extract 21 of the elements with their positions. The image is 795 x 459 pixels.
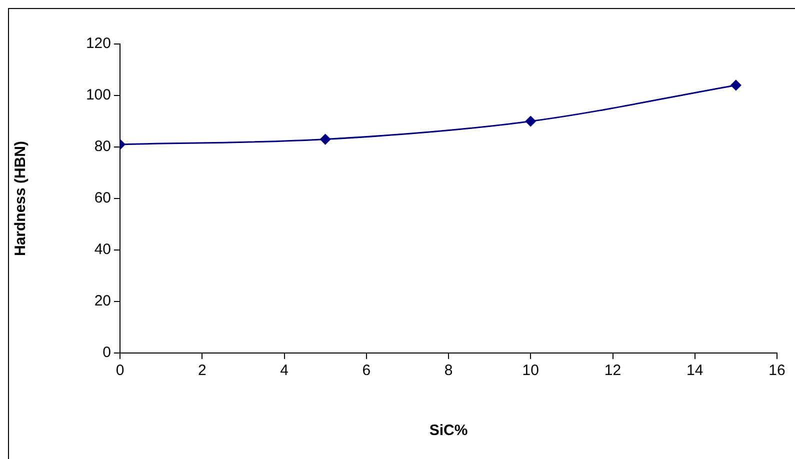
x-tick-label: 14 [686,362,704,380]
x-tick-label: 10 [522,362,539,380]
x-tick-label: 0 [116,362,124,380]
y-tick-label: 60 [94,190,111,207]
x-tick-label: 4 [280,362,288,380]
x-tick-label: 6 [362,362,371,380]
x-axis-title: SiC% [429,422,468,440]
y-tick-label: 100 [86,86,111,104]
y-tick-label: 120 [86,35,111,52]
x-tick-label: 12 [604,362,622,380]
x-tick-label: 16 [768,362,786,380]
y-tick-label: 0 [102,344,111,362]
point [320,134,331,145]
x-tick-label: 8 [444,362,453,380]
y-axis-title: Hardness (HBN) [12,140,30,256]
y-tick-label: 80 [94,138,111,156]
point [730,80,742,90]
point [525,116,536,126]
y-tick-label: 20 [94,292,111,310]
x-tick-label: 2 [198,362,206,380]
y-tick-label: 40 [94,241,111,258]
